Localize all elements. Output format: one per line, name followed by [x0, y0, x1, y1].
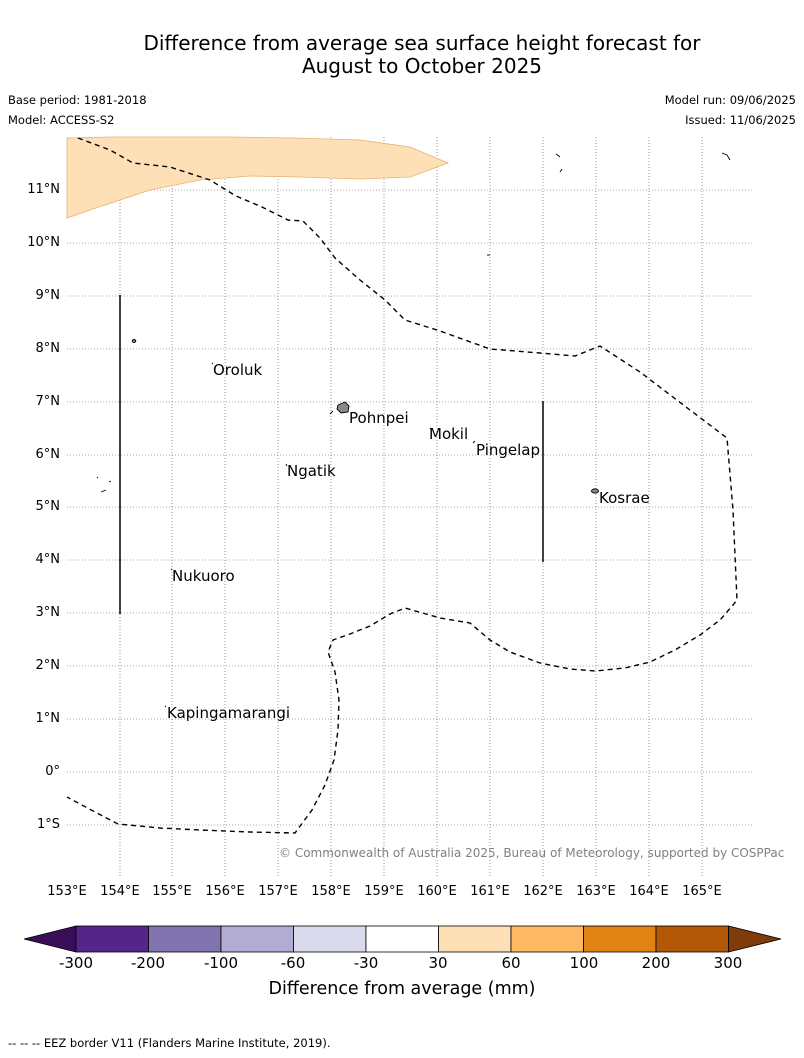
colorbar-extend-high [728, 925, 782, 953]
islet-5 [555, 153, 563, 173]
place-label-nukuoro: Nukuoro [172, 567, 235, 585]
islet-13 [164, 705, 167, 708]
colorbar-tick-label: 200 [641, 954, 671, 972]
eez-border [66, 137, 738, 834]
colorbar-segment [293, 925, 367, 953]
islet-4 [96, 476, 99, 479]
lat-label: 0° [45, 764, 60, 779]
islet-3 [108, 480, 112, 483]
islet-9 [429, 427, 433, 431]
colorbar-tick-label: 60 [501, 954, 521, 972]
colorbar-tick-label: -300 [58, 954, 94, 972]
island-shapes [96, 152, 731, 708]
lat-label: 4°N [35, 552, 61, 567]
islet-6 [721, 152, 731, 161]
lat-label: 6°N [35, 447, 61, 462]
colorbar-tick-label: 100 [569, 954, 599, 972]
islet-1 [329, 410, 334, 415]
lon-label: 155°E [152, 884, 192, 899]
colorbar-tick-label: 300 [713, 954, 743, 972]
colorbar-extend-low [23, 925, 77, 953]
lon-label: 159°E [364, 884, 404, 899]
islet-10 [472, 440, 476, 444]
place-label-kosrae: Kosrae [599, 489, 650, 507]
copyright-text: © Commonwealth of Australia 2025, Bureau… [279, 846, 785, 860]
colorbar-segment [655, 925, 729, 953]
colorbar-segment [220, 925, 294, 953]
pohnpei-island [336, 401, 350, 414]
colorbar-tick-label: -30 [353, 954, 379, 972]
map-gridlines [67, 137, 754, 878]
colorbar-segment [75, 925, 149, 953]
colorbar-segment [438, 925, 512, 953]
lon-label: 158°E [311, 884, 351, 899]
lat-label: 7°N [35, 394, 61, 409]
place-label-oroluk: Oroluk [213, 361, 263, 379]
place-label-ngatik: Ngatik [287, 462, 336, 480]
lat-label: 1°S [36, 817, 60, 832]
colorbar-tick-label: -60 [280, 954, 306, 972]
colorbar [23, 925, 782, 953]
issued-text: Issued: 11/06/2025 [685, 113, 796, 127]
islet-11 [285, 463, 288, 467]
lat-label: 11°N [27, 182, 60, 197]
lat-label: 8°N [35, 341, 61, 356]
map-title-line-2: August to October 2025 [301, 54, 543, 78]
lon-label: 153°E [47, 884, 87, 899]
colorbar-segment [510, 925, 584, 953]
place-label-mokil: Mokil [429, 425, 469, 443]
lon-label: 157°E [258, 884, 298, 899]
lat-label: 9°N [35, 288, 61, 303]
lon-label: 156°E [205, 884, 245, 899]
model-text: Model: ACCESS-S2 [8, 113, 115, 127]
eez-footnote: -- -- -- EEZ border V11 (Flanders Marine… [8, 1036, 331, 1050]
lat-label: 2°N [35, 658, 61, 673]
model-run-text: Model run: 09/06/2025 [664, 93, 796, 107]
lon-label: 154°E [100, 884, 140, 899]
place-label-pohnpei: Pohnpei [349, 409, 409, 427]
islet-12 [170, 568, 173, 571]
map-title: Difference from average sea surface heig… [0, 32, 804, 78]
lat-label: 1°N [35, 711, 61, 726]
map-title-line-1: Difference from average sea surface heig… [143, 31, 701, 55]
lon-label: 160°E [417, 884, 457, 899]
lon-label: 165°E [682, 884, 722, 899]
lon-label: 164°E [629, 884, 669, 899]
kosrae-island [591, 488, 599, 494]
colorbar-tick-label: 30 [428, 954, 448, 972]
lat-label: 3°N [35, 605, 61, 620]
lat-label: 10°N [27, 235, 60, 250]
colorbar-segment [365, 925, 439, 953]
anomaly-region [66, 136, 450, 219]
colorbar-tick-label: -100 [203, 954, 239, 972]
colorbar-tick-label: -200 [130, 954, 166, 972]
lon-label: 162°E [523, 884, 563, 899]
place-label-pingelap: Pingelap [476, 441, 541, 459]
small-island-west [131, 339, 137, 343]
lat-label: 5°N [35, 499, 61, 514]
islet-2 [100, 489, 107, 493]
lon-label: 163°E [576, 884, 616, 899]
base-period-text: Base period: 1981-2018 [8, 93, 147, 107]
colorbar-segment [583, 925, 657, 953]
lon-label: 161°E [470, 884, 510, 899]
colorbar-segment [148, 925, 222, 953]
colorbar-title: Difference from average (mm) [268, 979, 536, 999]
place-label-kapingamarangi: Kapingamarangi [167, 704, 291, 722]
islet-8 [211, 362, 214, 365]
